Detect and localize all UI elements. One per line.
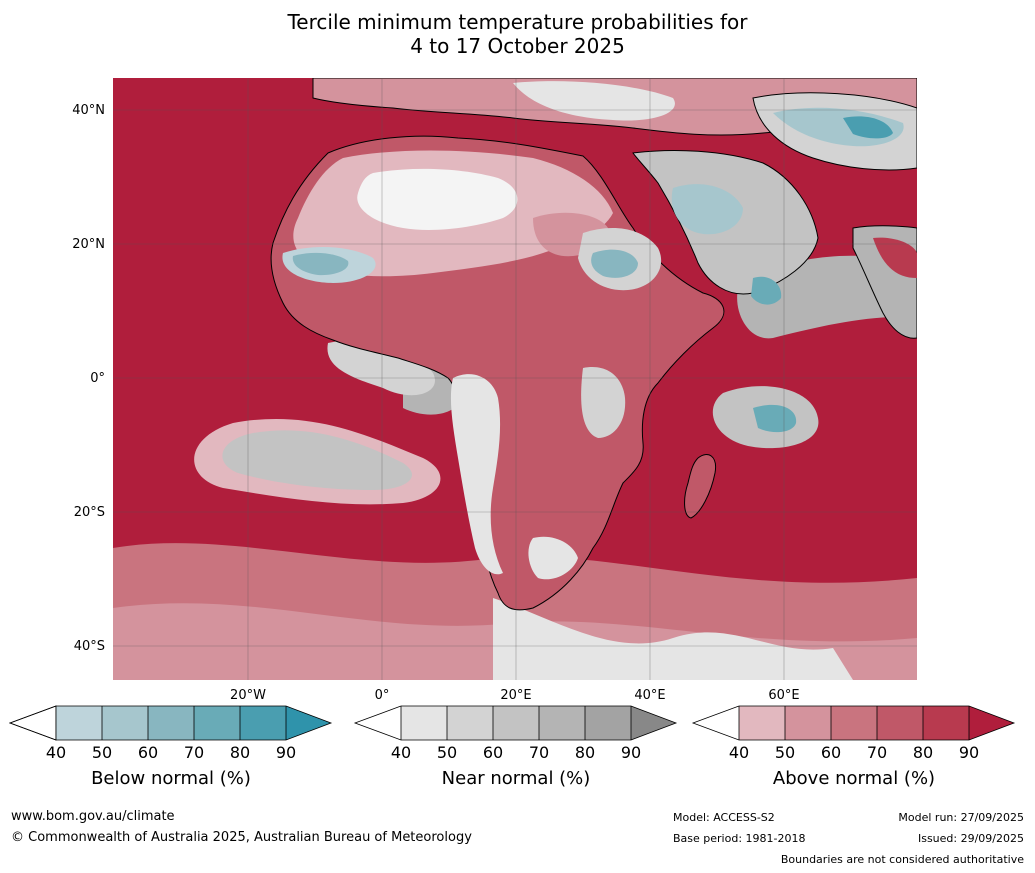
disclaimer-text: Boundaries are not considered authoritat…	[780, 853, 1024, 866]
legend-above-swatch-60	[831, 706, 877, 740]
website-link[interactable]: www.bom.gov.au/climate	[11, 809, 175, 824]
legend-above-tick-70: 70	[866, 743, 888, 762]
title-line-2: 4 to 17 October 2025	[410, 34, 625, 58]
legend-below-tick-70: 70	[183, 743, 205, 762]
legend-below-title: Below normal (%)	[91, 768, 251, 789]
issued-text: Issued: 29/09/2025	[917, 832, 1024, 845]
legend-near-title: Near normal (%)	[441, 768, 591, 789]
model-text: Model: ACCESS-S2	[673, 811, 775, 824]
legend-above-swatch-90	[969, 706, 1014, 740]
lat-label-20n: 20°N	[72, 237, 105, 252]
probability-map	[113, 78, 917, 680]
model-run-text: Model run: 27/09/2025	[898, 811, 1024, 824]
legend-near-swatch-50	[447, 706, 493, 740]
legend-near-tick-60: 60	[482, 743, 504, 762]
legend-near-tick-70: 70	[528, 743, 550, 762]
lat-label-40n: 40°N	[72, 103, 105, 118]
legend-below-tick-90: 90	[275, 743, 297, 762]
legend-above-tick-50: 50	[774, 743, 796, 762]
legend-near-swatch-60	[493, 706, 539, 740]
legend-above-tick-90: 90	[958, 743, 980, 762]
legend-above-swatch-40	[739, 706, 785, 740]
lon-label-20w: 20°W	[230, 688, 266, 703]
legend-above-tick-40: 40	[728, 743, 750, 762]
copyright-text: © Commonwealth of Australia 2025, Austra…	[11, 830, 472, 845]
legend-below-normal	[8, 705, 333, 741]
legend-near-swatch-40	[401, 706, 447, 740]
legend-below-tick-50: 50	[91, 743, 113, 762]
legend-below-swatch-40	[56, 706, 102, 740]
legend-below-swatch-80	[240, 706, 286, 740]
lon-label-40e: 40°E	[634, 688, 666, 703]
legend-above-swatch-50	[785, 706, 831, 740]
legend-near-tick-90: 90	[620, 743, 642, 762]
legend-below-swatch-60	[148, 706, 194, 740]
legend-below-swatch-90	[286, 706, 331, 740]
legend-above-swatch-70	[877, 706, 923, 740]
legend-above-tick-80: 80	[912, 743, 934, 762]
legend-below-tick-80: 80	[229, 743, 251, 762]
legend-below-swatch-50	[102, 706, 148, 740]
legend-above-title: Above normal (%)	[772, 768, 936, 789]
legend-above-tick-60: 60	[820, 743, 842, 762]
lat-label-0: 0°	[90, 371, 105, 386]
legend-below-swatch-70	[194, 706, 240, 740]
title-line-1: Tercile minimum temperature probabilitie…	[287, 10, 748, 34]
legend-near-swatch-90	[631, 706, 676, 740]
lon-label-60e: 60°E	[768, 688, 800, 703]
legend-below-tick-40: 40	[45, 743, 67, 762]
legend-near-tick-50: 50	[436, 743, 458, 762]
legend-near-normal	[353, 705, 678, 741]
legend-near-tick-80: 80	[574, 743, 596, 762]
legend-above-normal	[691, 705, 1016, 741]
map-canvas	[113, 78, 917, 680]
legend-above-swatch-80	[923, 706, 969, 740]
base-period-text: Base period: 1981-2018	[673, 832, 806, 845]
legend-near-swatch-70	[539, 706, 585, 740]
legend-near-tick-40: 40	[390, 743, 412, 762]
lat-label-40s: 40°S	[73, 639, 105, 654]
map-title: Tercile minimum temperature probabilitie…	[0, 10, 1035, 58]
lon-label-0: 0°	[374, 688, 390, 703]
legend-near-swatch-80	[585, 706, 631, 740]
graticule	[113, 78, 917, 680]
lat-label-20s: 20°S	[73, 505, 105, 520]
legend-below-tick-60: 60	[137, 743, 159, 762]
lon-label-20e: 20°E	[500, 688, 532, 703]
